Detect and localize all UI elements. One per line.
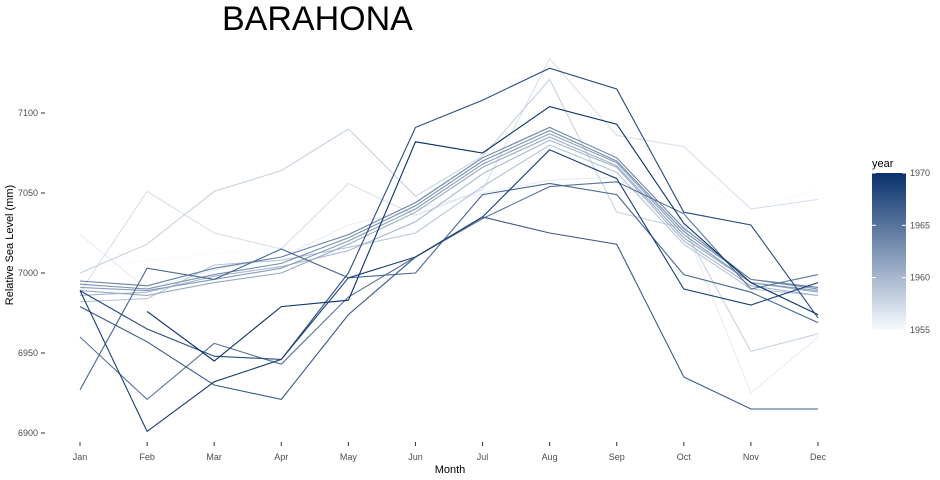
chart-title: BARAHONA (222, 0, 413, 38)
series-line-1965 (79, 181, 819, 401)
series-line-1962 (79, 133, 819, 292)
series-line-1961 (79, 136, 819, 296)
series-line-1970 (146, 106, 819, 362)
series-line-1956 (79, 176, 819, 394)
series-layer (79, 57, 819, 433)
legend-ticks: 1955 1960 1965 1970 (872, 168, 930, 335)
y-tick-label: 7000 (18, 268, 38, 278)
x-tick-label: Sep (609, 452, 625, 462)
legend-tick-label: 1970 (910, 168, 930, 178)
series-line-1955 (79, 171, 819, 271)
series-line-1968 (79, 67, 819, 360)
y-tick-label: 7050 (18, 188, 38, 198)
legend: year 1955 1960 1965 1970 (872, 158, 930, 335)
x-tick-label: Feb (139, 452, 155, 462)
y-tick-label: 7100 (18, 108, 38, 118)
series-line-1958 (79, 78, 819, 353)
series-line-1969 (79, 149, 819, 433)
y-tick-label: 6900 (18, 428, 38, 438)
x-tick-label: May (340, 452, 358, 462)
y-tick-label: 6950 (18, 348, 38, 358)
legend-tick-label: 1965 (910, 220, 930, 230)
x-axis-title: Month (435, 464, 466, 476)
colorbar (872, 173, 906, 330)
series-line-1957 (79, 57, 819, 293)
x-tick-label: Jan (73, 452, 88, 462)
series-line-1966 (79, 182, 819, 391)
x-tick-label: Aug (542, 452, 558, 462)
series-line-1964 (79, 126, 819, 288)
legend-tick-label: 1955 (910, 325, 930, 335)
x-tick-label: Dec (810, 452, 827, 462)
legend-tick-label: 1960 (910, 273, 930, 283)
x-tick-label: Mar (206, 452, 222, 462)
series-line-1960 (79, 139, 819, 296)
x-tick-label: Apr (274, 452, 288, 462)
y-axis-title: Relative Sea Level (mm) (4, 185, 16, 305)
x-tick-label: Oct (677, 452, 692, 462)
x-tick-label: Nov (743, 452, 760, 462)
x-tick-label: Jun (408, 452, 423, 462)
x-axis: Jan Feb Mar Apr May Jun Jul Aug Sep Oct Nov Dec (73, 442, 827, 462)
y-axis: 6900 6950 7000 7050 7100 (18, 108, 45, 438)
x-tick-label: Jul (477, 452, 489, 462)
legend-title: year (872, 158, 894, 170)
